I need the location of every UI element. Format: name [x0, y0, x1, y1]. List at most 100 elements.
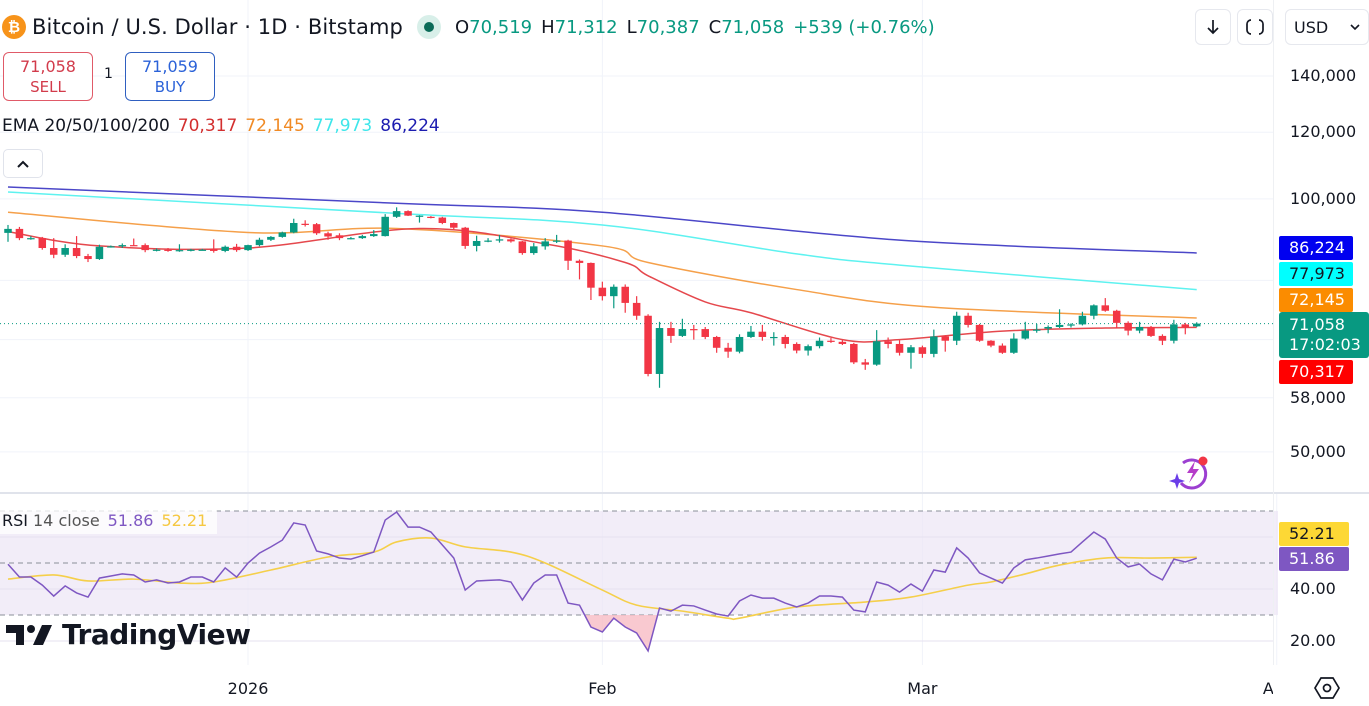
candle[interactable] [358, 234, 367, 239]
candle[interactable] [347, 236, 355, 240]
candle[interactable] [644, 314, 652, 377]
candle[interactable] [552, 234, 561, 244]
candle[interactable] [598, 281, 607, 301]
tradingview-logo[interactable]: TradingView [6, 618, 251, 651]
fullscreen-button[interactable] [1237, 9, 1273, 45]
ai-assistant-icon[interactable] [1169, 455, 1213, 491]
candle[interactable] [312, 222, 321, 235]
ema-legend[interactable]: EMA 20/50/100/200 70,317 72,145 77,973 8… [2, 116, 440, 136]
candle[interactable] [370, 230, 378, 237]
currency-dropdown[interactable]: USD [1285, 9, 1369, 45]
candle[interactable] [701, 326, 709, 340]
candle[interactable] [541, 238, 549, 250]
candle[interactable] [1055, 309, 1064, 329]
candle[interactable] [175, 244, 184, 252]
candle[interactable] [930, 329, 938, 358]
candle[interactable] [587, 262, 595, 301]
candle[interactable] [415, 215, 424, 223]
candle[interactable] [758, 324, 767, 341]
candle[interactable] [632, 296, 641, 320]
candle[interactable] [324, 231, 332, 240]
candle[interactable] [1021, 321, 1030, 340]
candle[interactable] [667, 321, 675, 343]
candle[interactable] [461, 226, 469, 249]
candle[interactable] [187, 248, 195, 252]
candle[interactable] [1170, 319, 1178, 344]
market-open-dot-icon[interactable] [416, 15, 441, 39]
candle[interactable] [244, 244, 252, 251]
candle[interactable] [895, 340, 904, 356]
settings-icon[interactable] [1314, 676, 1340, 700]
candle[interactable] [107, 245, 115, 248]
candle[interactable] [38, 236, 47, 250]
quantity[interactable]: 1 [104, 66, 113, 82]
candle[interactable] [255, 237, 264, 247]
candle[interactable] [15, 226, 24, 241]
candle[interactable] [1010, 333, 1018, 354]
candle[interactable] [815, 337, 824, 349]
candle[interactable] [1192, 322, 1201, 328]
candle[interactable] [690, 324, 698, 340]
candle[interactable] [735, 334, 744, 354]
candle[interactable] [129, 238, 138, 247]
download-button[interactable] [1195, 9, 1231, 45]
candle[interactable] [335, 233, 344, 241]
candle[interactable] [290, 218, 298, 234]
candle[interactable] [907, 345, 915, 369]
candle[interactable] [564, 239, 572, 270]
candle[interactable] [484, 238, 492, 243]
candle[interactable] [872, 330, 881, 366]
pane-separator[interactable] [0, 492, 1369, 494]
candle[interactable] [404, 210, 412, 217]
candle[interactable] [964, 312, 972, 328]
candle[interactable] [49, 238, 58, 259]
candle[interactable] [1147, 325, 1155, 337]
candle[interactable] [164, 248, 172, 252]
candle[interactable] [952, 311, 961, 346]
candle[interactable] [1044, 325, 1052, 334]
candle[interactable] [381, 214, 389, 237]
candle[interactable] [1181, 322, 1190, 335]
candle[interactable] [861, 358, 870, 370]
candle[interactable] [975, 323, 984, 342]
candle[interactable] [507, 238, 515, 243]
candle[interactable] [141, 243, 149, 253]
candle[interactable] [987, 340, 995, 348]
rsi-legend[interactable]: RSI 14 close 51.86 52.21 [0, 507, 218, 534]
candle[interactable] [438, 216, 447, 225]
candle[interactable] [278, 231, 287, 238]
candle[interactable] [450, 222, 458, 230]
candle[interactable] [941, 335, 950, 352]
collapse-legend-button[interactable] [3, 149, 43, 178]
candle[interactable] [747, 325, 755, 339]
candle[interactable] [4, 224, 12, 242]
symbol-title[interactable]: Bitcoin / U.S. Dollar · 1D · Bitstamp [32, 15, 403, 39]
candle[interactable] [792, 342, 801, 354]
candle[interactable] [27, 236, 35, 240]
candle[interactable] [1067, 323, 1075, 328]
candle[interactable] [95, 244, 104, 260]
candle[interactable] [918, 345, 927, 358]
candle[interactable] [518, 240, 527, 255]
candle[interactable] [472, 235, 481, 252]
sell-button[interactable]: 71,058 SELL [3, 52, 93, 101]
candle[interactable] [827, 338, 835, 343]
candle[interactable] [884, 337, 892, 349]
candle[interactable] [724, 342, 732, 358]
time-axis[interactable]: 2026 Feb Mar Apr [0, 665, 1273, 706]
candle[interactable] [61, 244, 69, 257]
candle[interactable] [804, 344, 812, 356]
candle[interactable] [655, 321, 664, 388]
candle[interactable] [1124, 321, 1132, 336]
candle[interactable] [198, 248, 207, 251]
buy-button[interactable]: 71,059 BUY [125, 52, 215, 101]
candle[interactable] [209, 239, 218, 253]
candle[interactable] [998, 343, 1007, 354]
candle[interactable] [575, 259, 584, 280]
candle[interactable] [72, 236, 81, 259]
candle[interactable] [495, 234, 504, 243]
candle[interactable] [610, 284, 618, 309]
candle[interactable] [1158, 334, 1167, 346]
candle[interactable] [1101, 298, 1110, 312]
candle[interactable] [850, 342, 858, 365]
